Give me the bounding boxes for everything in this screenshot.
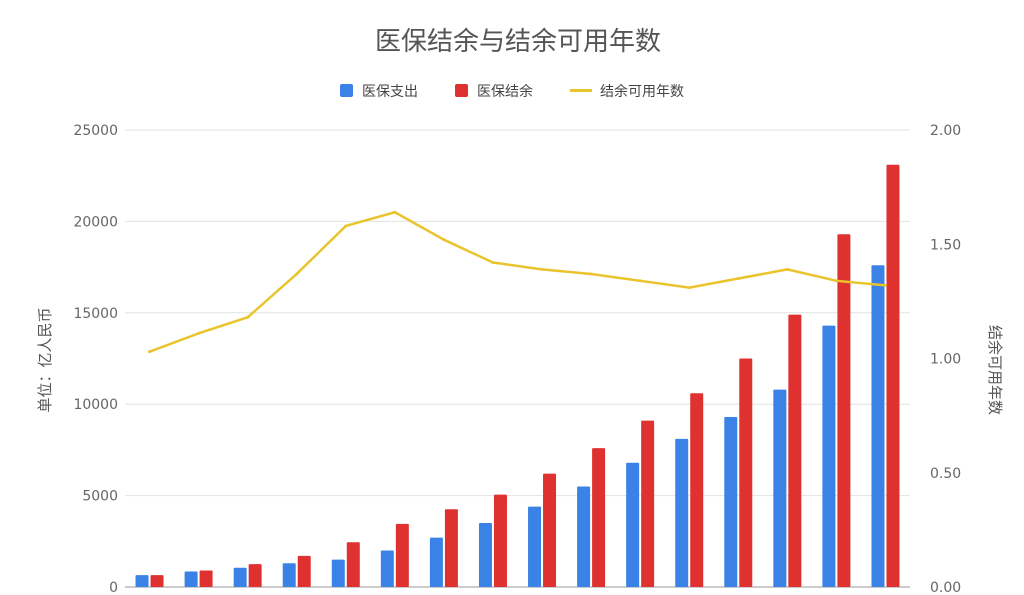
y-tick-label: 15000 xyxy=(73,306,118,322)
legend-swatch-years xyxy=(570,89,592,92)
years-point xyxy=(540,267,544,271)
years-point xyxy=(344,224,348,228)
bar-surplus xyxy=(886,164,900,587)
legend: 医保支出 医保结余 结余可用年数 xyxy=(340,83,684,100)
years-point xyxy=(736,277,740,281)
years-point xyxy=(589,272,593,276)
bar-spending xyxy=(478,523,492,587)
years-line xyxy=(148,210,887,354)
y-tick-label: 25000 xyxy=(73,123,118,139)
years-point xyxy=(687,286,691,290)
years-series-line xyxy=(149,211,886,353)
bar-spending xyxy=(135,575,149,587)
legend-label-years: 结余可用年数 xyxy=(600,83,684,100)
y2-tick-label: 1.00 xyxy=(930,352,961,368)
bar-spending xyxy=(233,567,247,587)
y2-tick-label: 1.50 xyxy=(930,237,961,253)
bar-surplus xyxy=(395,523,409,587)
bar-spending xyxy=(380,550,394,587)
bar-surplus xyxy=(199,570,213,587)
bar-surplus xyxy=(837,234,851,588)
bar-spending xyxy=(675,438,689,587)
y-tick-label: 20000 xyxy=(73,214,118,230)
bar-surplus xyxy=(493,494,507,587)
bar-spending xyxy=(822,325,836,587)
bar-spending xyxy=(282,563,296,587)
bar-spending xyxy=(331,559,345,587)
y-axis-ticks: 0 5000 10000 15000 20000 25000 xyxy=(73,123,118,595)
bars xyxy=(135,164,900,588)
y-axis-label: 单位：亿人民币 xyxy=(36,307,54,412)
bar-surplus xyxy=(346,542,360,587)
years-point xyxy=(785,267,789,271)
chart-title: 医保结余与结余可用年数 xyxy=(375,27,661,57)
y-tick-label: 5000 xyxy=(82,489,118,505)
bar-surplus xyxy=(739,358,753,587)
bar-spending xyxy=(577,486,591,587)
years-point xyxy=(834,279,838,283)
bar-spending xyxy=(773,389,787,587)
bar-surplus xyxy=(592,448,606,587)
bar-surplus xyxy=(248,564,262,587)
y-tick-label: 0 xyxy=(109,580,118,595)
years-point xyxy=(638,279,642,283)
years-point xyxy=(148,350,152,354)
bar-surplus xyxy=(788,314,802,587)
y2-tick-label: 2.00 xyxy=(930,123,961,139)
bar-surplus xyxy=(641,420,655,587)
years-point xyxy=(246,315,250,319)
years-point xyxy=(295,272,299,276)
bar-spending xyxy=(429,537,443,587)
legend-label-spending: 医保支出 xyxy=(362,84,418,100)
y2-tick-label: 0.00 xyxy=(930,580,961,595)
years-point xyxy=(197,331,201,335)
bar-surplus xyxy=(150,575,164,587)
legend-swatch-spending xyxy=(340,84,353,97)
legend-swatch-surplus xyxy=(455,84,468,97)
y2-tick-label: 0.50 xyxy=(930,466,961,482)
years-point xyxy=(491,261,495,265)
bar-spending xyxy=(724,416,738,587)
years-point xyxy=(393,210,397,214)
bar-spending xyxy=(626,462,640,587)
bar-spending xyxy=(528,506,542,587)
y-tick-label: 10000 xyxy=(73,397,118,413)
years-point xyxy=(442,238,446,242)
bar-surplus xyxy=(690,393,704,587)
bar-spending xyxy=(871,265,885,587)
bar-surplus xyxy=(444,509,458,587)
years-point xyxy=(883,283,887,287)
legend-label-surplus: 医保结余 xyxy=(477,83,533,100)
bar-surplus xyxy=(297,555,311,587)
bar-spending xyxy=(184,571,198,587)
bar-surplus xyxy=(543,473,557,587)
y2-axis-ticks: 0.00 0.50 1.00 1.50 2.00 xyxy=(930,123,961,595)
y2-axis-label: 结余可用年数 xyxy=(986,325,1004,415)
